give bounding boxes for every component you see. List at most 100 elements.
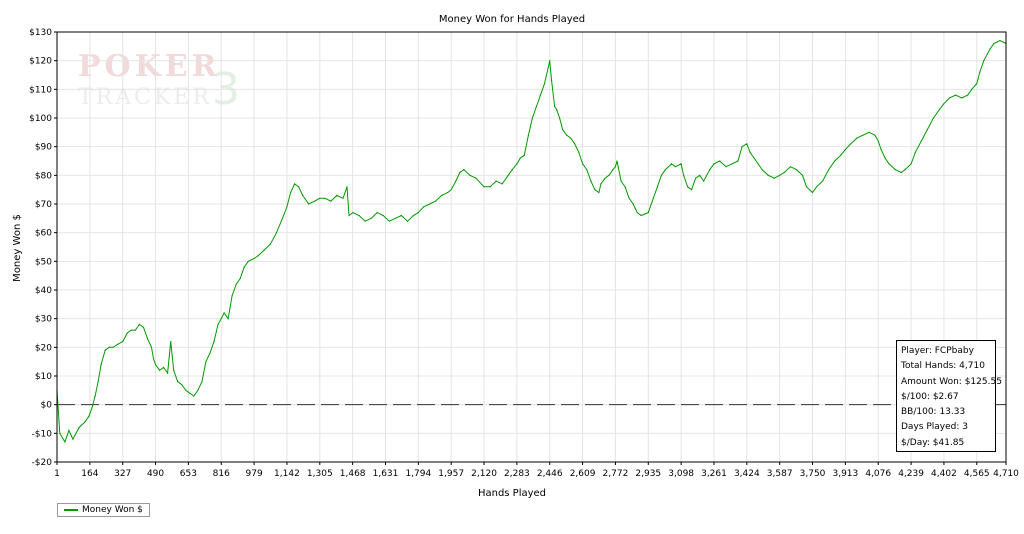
series-point <box>680 163 682 165</box>
x-tick-label: 4,239 <box>898 469 924 479</box>
series-point <box>904 169 906 171</box>
series-point <box>614 166 617 168</box>
series-point <box>429 203 431 205</box>
series-point <box>731 163 733 165</box>
chart-legend: Money Won $ <box>57 503 150 517</box>
series-point <box>213 341 215 343</box>
series-point <box>955 94 957 96</box>
series-point <box>450 189 452 191</box>
series-point <box>257 255 259 257</box>
series-point <box>709 169 711 171</box>
series-point <box>364 220 366 222</box>
x-tick-label: 2,120 <box>471 469 497 479</box>
x-tick-label: 2,935 <box>635 469 661 479</box>
series-point <box>247 260 249 262</box>
series-point <box>604 177 606 179</box>
poker-tracker-watermark: POKER TRACKER 3 <box>78 49 240 115</box>
series-point <box>779 174 781 176</box>
series-point <box>713 163 715 165</box>
series-point <box>725 166 727 168</box>
series-point <box>664 169 667 171</box>
series-point <box>142 326 145 328</box>
series-point <box>767 174 769 176</box>
series-point <box>976 83 978 85</box>
series-point <box>423 206 425 208</box>
series-point <box>616 160 618 162</box>
series-point <box>868 131 870 133</box>
series-point <box>999 40 1001 42</box>
series-point <box>539 94 542 96</box>
series-point <box>342 197 344 199</box>
series-point <box>122 341 124 343</box>
y-tick-label: $120 <box>29 57 52 67</box>
series-point <box>687 186 689 188</box>
stats-box: Player: FCPbaby Total Hands: 4,710 Amoun… <box>896 340 1002 452</box>
series-point <box>417 212 419 214</box>
series-point <box>495 180 497 182</box>
y-tick-label: $70 <box>35 200 52 210</box>
series-point <box>469 174 471 176</box>
series-point <box>660 174 663 176</box>
series-point <box>281 217 284 219</box>
series-point <box>880 148 882 151</box>
series-point <box>840 154 842 156</box>
x-tick-label: 4,402 <box>931 469 957 479</box>
series-point <box>220 318 222 320</box>
y-tick-label: $10 <box>35 372 52 382</box>
series-point <box>197 389 199 391</box>
series-point <box>483 186 485 188</box>
series-point <box>773 177 775 179</box>
series-point <box>910 163 912 165</box>
series-point <box>382 214 384 217</box>
series-point <box>971 88 973 90</box>
series-point <box>943 103 945 105</box>
y-tick-label: $110 <box>29 85 52 95</box>
series-point <box>594 189 596 191</box>
series-point <box>850 143 852 145</box>
series-point <box>475 177 477 179</box>
y-tick-label: $60 <box>35 229 52 239</box>
series-point <box>578 151 580 153</box>
series-point <box>388 220 390 222</box>
y-tick-label: $80 <box>35 171 52 181</box>
series-point <box>783 171 785 174</box>
series-point <box>100 363 102 366</box>
series-point <box>201 381 203 383</box>
series-point <box>302 194 304 196</box>
series-point <box>231 295 233 297</box>
x-tick-label: 4,710 <box>993 469 1019 479</box>
series-point <box>116 343 118 346</box>
series-point <box>888 163 890 165</box>
series-point <box>154 363 157 366</box>
x-tick-label: 2,283 <box>504 469 530 479</box>
series-point <box>795 169 798 171</box>
series-point <box>177 381 179 383</box>
series-point <box>275 232 278 234</box>
series-point <box>489 186 491 188</box>
series-point <box>993 42 995 45</box>
series-point <box>874 134 876 136</box>
series-point <box>844 148 847 151</box>
x-tick-label: 816 <box>213 469 230 479</box>
series-point <box>620 180 622 182</box>
series-point <box>523 154 525 156</box>
series-point <box>811 191 814 194</box>
series-point <box>967 94 969 96</box>
x-tick-label: 2,609 <box>570 469 596 479</box>
series-point <box>104 349 106 351</box>
series-point <box>112 346 114 348</box>
series-point <box>551 80 553 82</box>
x-tick-label: 3,261 <box>701 469 727 479</box>
series-point <box>217 323 219 325</box>
stats-days-played: Days Played: 3 <box>901 422 968 433</box>
series-point <box>582 163 584 165</box>
series-point <box>459 171 461 174</box>
x-tick-label: 2,446 <box>537 469 563 479</box>
series-point <box>519 157 521 159</box>
series-point <box>126 332 128 334</box>
series-point <box>652 197 654 199</box>
x-tick-label: 1,305 <box>307 469 333 479</box>
y-tick-label: $130 <box>29 28 52 38</box>
series-point <box>877 140 879 142</box>
